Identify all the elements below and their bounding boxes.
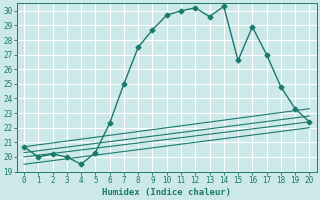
X-axis label: Humidex (Indice chaleur): Humidex (Indice chaleur) [102, 188, 231, 197]
